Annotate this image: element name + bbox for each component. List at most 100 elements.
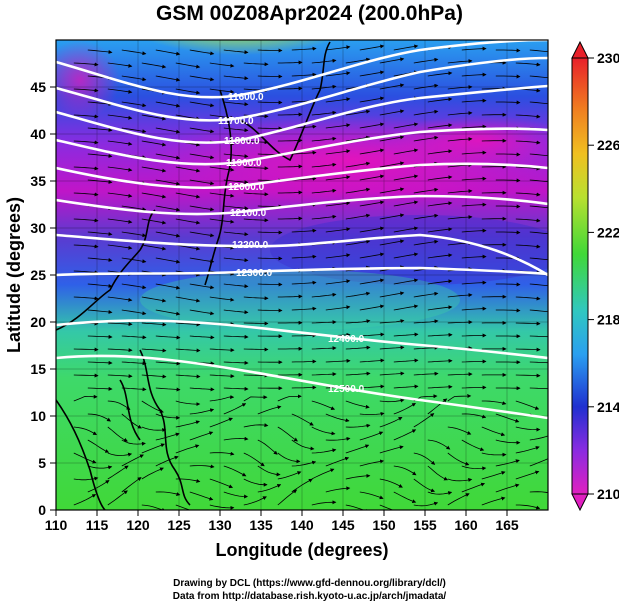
streamline-arrow	[243, 395, 268, 402]
colorbar: 230 226 222 218 214 210	[571, 40, 619, 512]
streamline-arrow	[495, 74, 521, 79]
streamline-arrow	[379, 445, 404, 454]
streamline-arrow	[87, 439, 110, 453]
streamline-arrow	[345, 473, 371, 480]
x-tick-label: 130	[208, 517, 232, 533]
streamline-arrow	[495, 152, 521, 157]
streamline-arrow	[243, 192, 269, 197]
streamline-arrow	[209, 192, 235, 198]
streamline-arrow	[87, 413, 111, 422]
streamline-arrow	[107, 490, 128, 506]
streamline-arrow	[311, 500, 337, 506]
colorbar-tick-label: 230	[597, 50, 619, 66]
streamline-arrow	[461, 72, 487, 77]
streamline-arrow	[257, 282, 283, 287]
streamline-arrow	[529, 101, 548, 105]
streamline-arrow	[447, 111, 473, 116]
streamline-arrow	[427, 398, 448, 415]
streamline-arrow	[495, 204, 521, 209]
streamline-arrow	[87, 360, 113, 365]
streamline-arrow	[243, 496, 267, 506]
contour-label: 12300.0	[236, 268, 273, 279]
streamline-arrow	[515, 426, 541, 432]
streamline-arrow	[209, 348, 235, 353]
streamline-arrow	[461, 176, 487, 181]
streamline-arrow	[495, 282, 521, 287]
streamline-arrow	[359, 148, 385, 155]
streamline-arrow	[379, 239, 405, 246]
y-tick-label: 0	[38, 502, 46, 518]
streamline-arrow	[311, 426, 336, 436]
streamline-arrow	[325, 413, 350, 423]
streamline-arrow	[447, 293, 473, 298]
streamline-arrow	[515, 446, 540, 454]
temperature-field: 11600.0 11700.0 11800.0 11900.0 12000.0 …	[56, 40, 574, 510]
streamline-arrow	[427, 465, 449, 481]
streamline-arrow	[325, 253, 351, 259]
streamline-arrow	[515, 140, 541, 145]
streamline-arrow	[257, 484, 282, 493]
streamline-arrow	[121, 361, 147, 366]
streamline-arrow	[223, 465, 247, 477]
streamline-arrow	[393, 465, 417, 476]
streamline-arrow	[141, 218, 167, 225]
streamline-arrow	[189, 205, 215, 212]
streamline-arrow	[121, 127, 147, 134]
streamline-arrow	[189, 491, 214, 501]
streamline-arrow	[277, 138, 303, 143]
streamline-arrow	[243, 166, 269, 171]
streamline-arrow	[393, 384, 419, 389]
streamline-arrow	[461, 482, 486, 493]
streamline-arrow	[550, 297, 574, 300]
streamline-arrow	[550, 271, 574, 274]
streamline-arrow	[345, 135, 371, 142]
streamline-arrow	[189, 464, 215, 469]
streamline-arrow	[495, 439, 521, 445]
x-tick-label: 110	[45, 517, 68, 533]
streamline-arrow	[209, 62, 235, 68]
streamline-arrow	[291, 333, 317, 338]
streamline-arrow	[189, 408, 215, 415]
x-tick-label: 155	[413, 517, 437, 533]
streamline-arrow	[529, 491, 548, 494]
streamline-arrow	[223, 153, 249, 159]
streamline-arrow	[175, 322, 201, 327]
streamline-arrow	[277, 294, 303, 299]
streamline-arrow	[277, 112, 303, 117]
streamline-arrow	[121, 309, 147, 316]
streamline-arrow	[155, 361, 181, 366]
streamline-arrow	[73, 218, 99, 223]
streamline-arrow	[393, 226, 419, 233]
streamline-arrow	[427, 253, 453, 259]
streamline-arrow	[325, 436, 351, 441]
y-axis: 0 5 10 15 20 25 30 35 40 45	[30, 79, 56, 518]
streamline-arrow	[413, 109, 439, 116]
streamline-arrow	[413, 452, 436, 465]
streamline-arrow	[291, 46, 317, 51]
streamline-arrow	[107, 166, 133, 172]
streamline-arrow	[427, 71, 453, 77]
streamline-arrow	[141, 443, 165, 454]
streamline-arrow	[291, 359, 317, 364]
streamline-arrow	[427, 358, 453, 363]
streamline-arrow	[427, 97, 453, 103]
colorbar-tick-label: 218	[597, 312, 619, 328]
streamline-arrow	[427, 201, 453, 207]
streamline-arrow	[243, 373, 269, 378]
streamline-arrow	[427, 332, 453, 337]
streamline-arrow	[529, 335, 548, 338]
streamline-arrow	[223, 360, 249, 365]
streamline-arrow	[393, 252, 419, 259]
streamline-arrow	[413, 187, 439, 194]
streamline-arrow	[155, 179, 181, 186]
streamline-arrow	[189, 179, 215, 186]
streamline-arrow	[461, 124, 487, 129]
streamline-arrow	[447, 320, 473, 325]
streamline-arrow	[209, 296, 235, 302]
streamline-arrow	[121, 101, 147, 108]
streamline-arrow	[311, 110, 337, 116]
streamline-arrow	[209, 88, 235, 94]
x-tick-label: 150	[372, 517, 396, 533]
streamline-arrow	[257, 126, 283, 131]
streamline-arrow	[481, 400, 507, 406]
